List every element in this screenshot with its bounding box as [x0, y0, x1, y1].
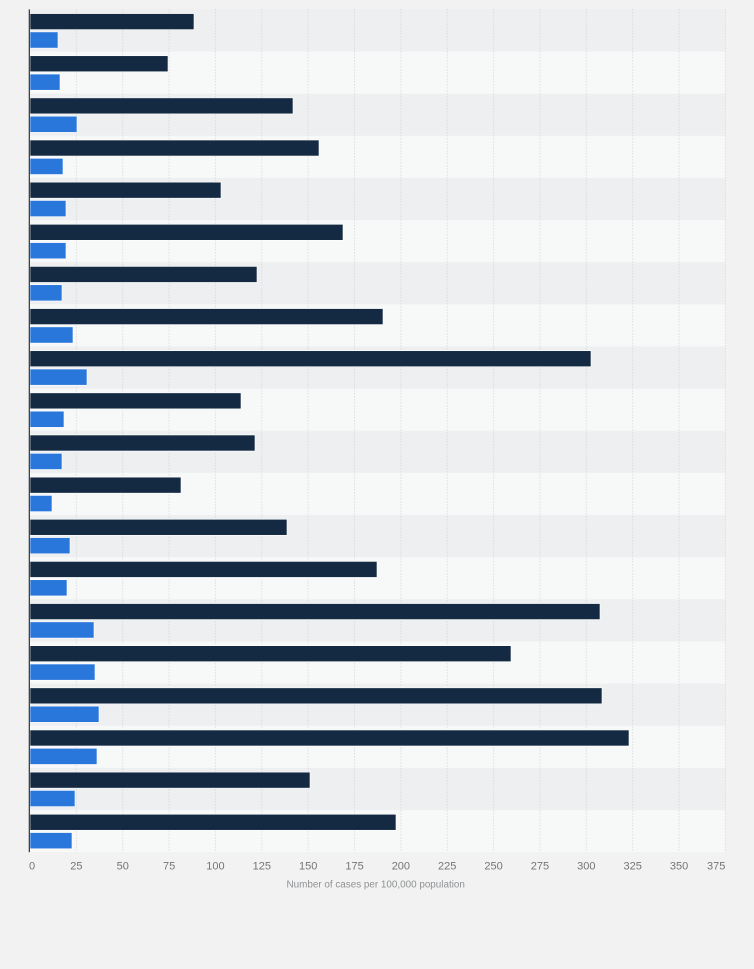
- svg-text:100: 100: [206, 861, 224, 873]
- svg-text:150: 150: [299, 861, 317, 873]
- svg-text:225: 225: [438, 861, 456, 873]
- svg-text:50: 50: [117, 861, 129, 873]
- svg-text:75: 75: [163, 861, 175, 873]
- svg-text:175: 175: [345, 861, 363, 873]
- svg-text:0: 0: [29, 861, 35, 873]
- svg-text:125: 125: [253, 861, 271, 873]
- svg-text:350: 350: [670, 861, 688, 873]
- svg-text:300: 300: [577, 861, 595, 873]
- svg-text:275: 275: [531, 861, 549, 873]
- svg-text:Number of cases per 100,000 po: Number of cases per 100,000 population: [286, 880, 464, 891]
- svg-text:25: 25: [70, 861, 82, 873]
- svg-text:250: 250: [484, 861, 502, 873]
- svg-text:375: 375: [707, 861, 725, 873]
- svg-text:200: 200: [392, 861, 410, 873]
- svg-text:325: 325: [624, 861, 642, 873]
